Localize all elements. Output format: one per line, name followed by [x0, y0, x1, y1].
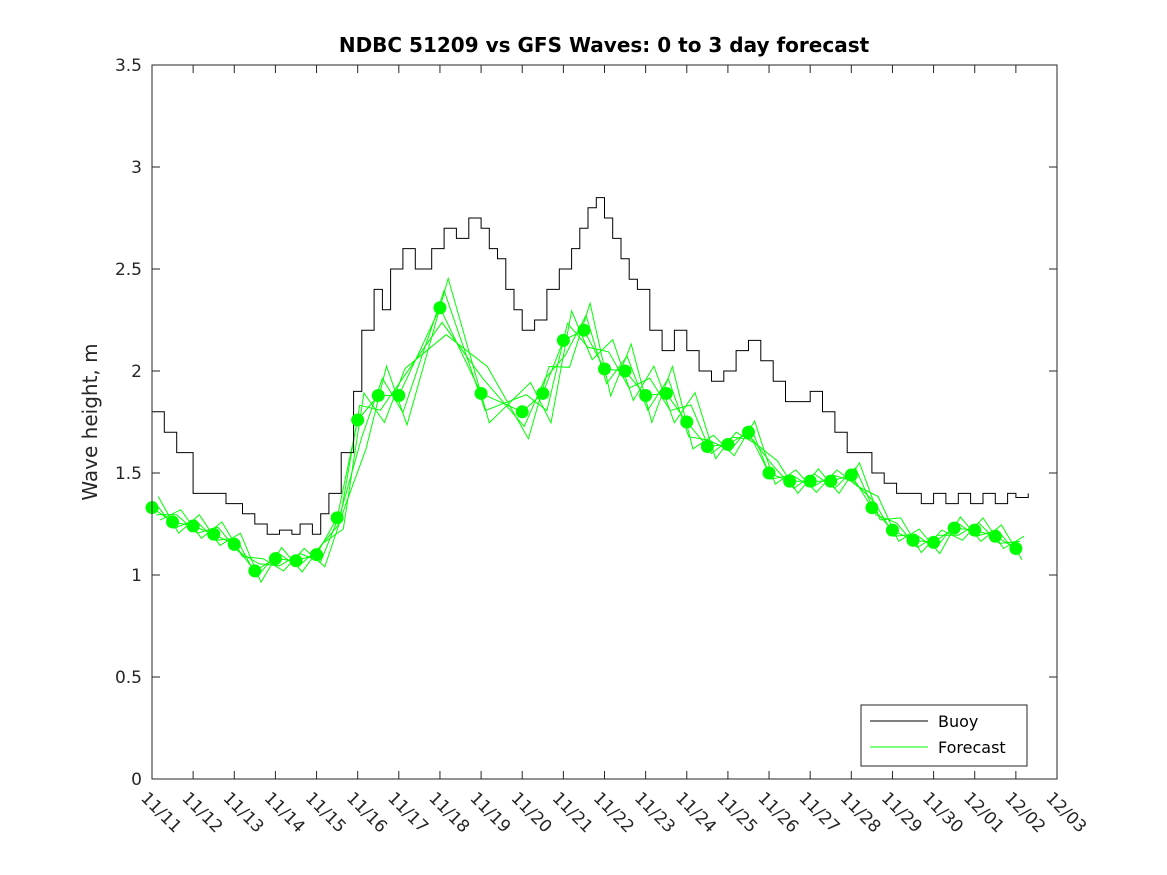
forecast-marker	[474, 386, 488, 400]
forecast-marker	[515, 405, 529, 419]
legend-forecast-label: Forecast	[938, 738, 1006, 757]
forecast-marker	[330, 511, 344, 525]
forecast-marker	[988, 529, 1002, 543]
forecast-marker	[268, 552, 282, 566]
forecast-marker	[639, 388, 653, 402]
forecast-marker	[351, 413, 365, 427]
forecast-marker	[207, 527, 221, 541]
y-tick-label: 0.5	[115, 668, 142, 688]
forecast-marker	[865, 501, 879, 515]
series-layer	[145, 197, 1029, 584]
forecast-marker	[680, 415, 694, 429]
forecast-marker	[906, 533, 920, 547]
forecast-marker	[392, 388, 406, 402]
y-tick-label: 1.5	[115, 464, 142, 484]
forecast-marker	[947, 521, 961, 535]
forecast-marker	[885, 523, 899, 537]
y-tick-label: 3	[131, 158, 142, 178]
forecast-marker	[556, 333, 570, 347]
forecast-marker	[536, 386, 550, 400]
y-axis-label: Wave height, m	[78, 343, 102, 500]
chart-title: NDBC 51209 vs GFS Waves: 0 to 3 day fore…	[339, 33, 870, 57]
forecast-marker	[844, 468, 858, 482]
forecast-marker	[310, 548, 324, 562]
y-tick-label: 1	[131, 566, 142, 586]
y-axis-ticks: 0 0.5 1 1.5 2 2.5 3 3.5	[115, 56, 1057, 790]
forecast-marker	[371, 388, 385, 402]
forecast-marker	[803, 474, 817, 488]
forecast-marker	[166, 515, 180, 529]
y-tick-label: 2.5	[115, 260, 142, 280]
legend-buoy-label: Buoy	[938, 712, 978, 731]
forecast-marker	[248, 564, 262, 578]
forecast-marker	[227, 537, 241, 551]
forecast-marker	[1009, 541, 1023, 555]
axes-box	[151, 64, 1058, 780]
y-tick-label: 2	[131, 362, 142, 382]
forecast-marker	[659, 386, 673, 400]
forecast-marker	[186, 519, 200, 533]
forecast-marker	[741, 425, 755, 439]
forecast-marker	[577, 323, 591, 337]
legend-box	[860, 704, 1028, 767]
forecast-marker	[598, 362, 611, 376]
forecast-marker	[700, 439, 714, 453]
forecast-marker	[721, 437, 735, 451]
forecast-marker	[783, 474, 797, 488]
forecast-marker	[433, 301, 447, 315]
y-tick-label: 3.5	[115, 56, 142, 76]
plot-area	[152, 65, 1057, 779]
legend: Buoy Forecast	[860, 704, 1028, 767]
forecast-marker	[927, 535, 941, 549]
forecast-marker	[289, 554, 303, 568]
forecast-marker	[618, 364, 632, 378]
forecast-marker	[968, 523, 982, 537]
y-tick-label: 0	[131, 770, 142, 790]
forecast-marker	[824, 474, 838, 488]
buoy-series-line	[152, 197, 1029, 535]
forecast-run-2	[153, 314, 1019, 578]
forecast-marker	[762, 466, 776, 480]
forecast-run-1	[151, 306, 1017, 572]
